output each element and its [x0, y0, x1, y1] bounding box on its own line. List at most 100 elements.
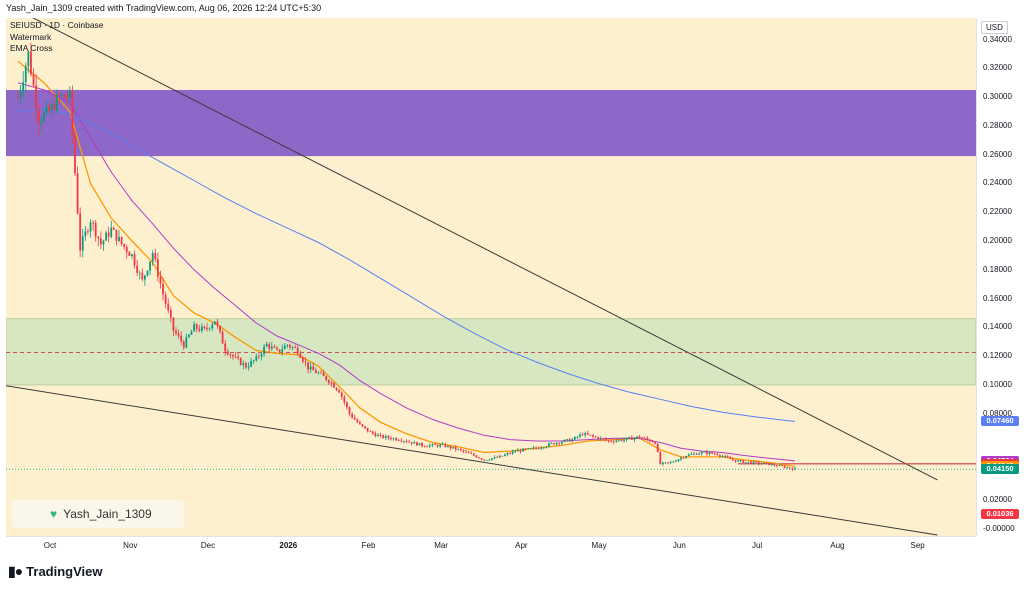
candle-body [695, 453, 698, 455]
chart-svg[interactable] [6, 18, 976, 536]
candle-body [387, 436, 390, 439]
candle-body [364, 426, 366, 428]
candle-body [527, 448, 530, 449]
candle-body [778, 465, 781, 467]
tradingview-logo-icon: ▮● [8, 563, 23, 579]
candle-body [568, 439, 571, 442]
candle-body [366, 427, 369, 432]
candle-body [353, 417, 356, 420]
candle-body [260, 354, 263, 357]
candle-body [625, 437, 628, 440]
candle-body [573, 436, 576, 440]
candle-body [338, 389, 341, 393]
candle-body [397, 440, 400, 441]
candle-body [457, 448, 460, 450]
candle-body [382, 435, 385, 438]
candle-body [680, 457, 682, 460]
candle-body [472, 453, 475, 456]
candle-body [270, 346, 273, 349]
candle-body [674, 461, 677, 462]
candle-body [335, 387, 338, 390]
candle-body [19, 90, 22, 98]
price-badge: 0.04150 [981, 464, 1019, 475]
candle-body [522, 448, 524, 452]
ema-line-1 [17, 60, 796, 468]
candle-body [465, 451, 467, 453]
time-axis[interactable]: Oct Nov Dec 2026 Feb Mar Apr May Jun Jul Aug Sep [6, 536, 976, 555]
candle-body [555, 442, 558, 445]
candle-body [623, 439, 625, 441]
chart-header: Yash_Jain_1309 created with TradingView.… [6, 3, 322, 13]
candle-body [498, 455, 501, 458]
candle-body [281, 349, 284, 352]
candle-body [529, 448, 532, 449]
candle-body [605, 438, 607, 441]
candle-body [610, 440, 613, 442]
chart-plot-area[interactable] [6, 18, 976, 536]
candle-body [30, 51, 32, 75]
candle-body [177, 333, 180, 336]
candle-body [483, 459, 486, 461]
candle-body [462, 450, 465, 452]
candle-body [711, 452, 714, 454]
price-axis[interactable]: USD 0.34000 0.32000 0.30000 0.28000 0.26000 0… [976, 18, 1024, 536]
candle-body [294, 347, 297, 348]
candle-body [175, 330, 177, 334]
purple-zone [6, 89, 976, 157]
candle-body [586, 433, 589, 435]
candle-body [255, 356, 258, 361]
candle-body [314, 370, 317, 374]
candle-body [542, 447, 545, 449]
candle-body [309, 366, 312, 370]
candle-body [149, 261, 151, 271]
candle-body [581, 434, 584, 436]
symbol-info[interactable]: SEIUSD · 1D · Coinbase [10, 20, 104, 30]
candle-body [242, 363, 245, 366]
candle-body [480, 458, 483, 460]
candle-body [27, 51, 30, 67]
ema-cross-indicator-label[interactable]: EMA Cross [10, 43, 53, 53]
candle-body [133, 254, 136, 266]
candle-body [320, 372, 322, 374]
currency-label[interactable]: USD [981, 21, 1008, 34]
candle-body [532, 447, 535, 449]
candle-body [136, 265, 139, 273]
candle-body [118, 236, 120, 241]
candle-body [188, 334, 190, 338]
candle-body [558, 442, 561, 444]
candle-body [120, 236, 123, 244]
candle-body [317, 372, 320, 374]
candle-body [379, 434, 382, 436]
candle-body [444, 443, 447, 448]
time-tick-label: 2026 [279, 541, 298, 550]
candle-body [548, 443, 550, 447]
candle-body [563, 439, 566, 442]
candle-body [403, 441, 405, 442]
candle-body [390, 438, 392, 440]
price-tick-label: 0.12000 [983, 351, 1012, 361]
candle-body [439, 444, 442, 447]
candle-body [716, 453, 719, 455]
candle-body [24, 66, 27, 83]
time-tick-label: Sep [910, 541, 925, 550]
candle-body [511, 451, 514, 454]
candle-body [213, 321, 216, 325]
candle-body [493, 456, 496, 459]
candle-body [141, 272, 144, 280]
candle-body [693, 453, 695, 455]
candle-body [713, 453, 716, 455]
candle-body [566, 439, 568, 440]
candle-body [71, 90, 74, 135]
time-tick-label: Dec [200, 541, 216, 550]
candle-body [299, 353, 302, 358]
candle-body [89, 222, 92, 232]
candle-body [408, 441, 410, 443]
candle-body [620, 439, 623, 441]
candle-body [501, 455, 504, 457]
watermark-indicator-label[interactable]: Watermark [10, 31, 52, 42]
candle-body [276, 347, 278, 350]
candle-body [781, 465, 783, 466]
candle-body [550, 443, 553, 444]
candle-body [40, 121, 43, 125]
candle-body [348, 407, 351, 414]
